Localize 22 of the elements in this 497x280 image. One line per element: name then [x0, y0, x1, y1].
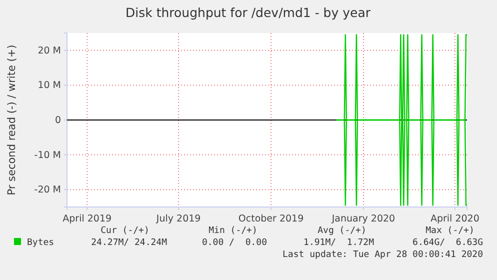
- x-tick-label: July 2019: [155, 214, 201, 225]
- text: 1.91M/ 1.72M: [304, 238, 375, 248]
- text: Last update: Tue Apr 28 00:00:41 2020: [282, 250, 483, 260]
- y-tick-label: 20 M: [38, 45, 61, 56]
- text: 24.27M/ 24.24M: [91, 238, 168, 248]
- y-tick-label: -10 M: [34, 150, 61, 161]
- y-axis-title: Pr second read (-) / write (+): [6, 44, 18, 196]
- x-tick-label: April 2020: [430, 214, 480, 225]
- text: Max (-/+): [426, 226, 474, 236]
- chart-title: Disk throughput for /dev/md1 - by year: [126, 5, 372, 20]
- x-tick-label: October 2019: [238, 214, 304, 225]
- text: 0.00 / 0.00: [202, 238, 267, 248]
- y-tick-label: 0: [54, 115, 61, 126]
- text: Min (-/+): [208, 226, 258, 236]
- text: Avg (-/+): [318, 226, 366, 236]
- text: 6.64G/ 6.63G: [412, 238, 483, 248]
- text: Cur (-/+): [100, 226, 150, 236]
- y-tick-label: -20 M: [34, 184, 61, 196]
- y-tick-label: 10 M: [38, 80, 61, 92]
- x-tick-label: January 2020: [330, 214, 396, 225]
- x-tick-label: April 2019: [62, 214, 112, 225]
- legend-label: Bytes: [27, 238, 54, 248]
